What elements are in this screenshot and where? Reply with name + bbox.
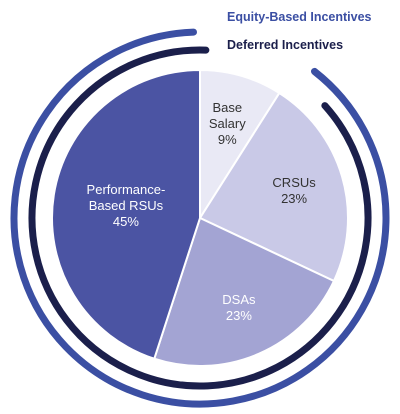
slice-label: Base Salary 9% <box>200 100 254 148</box>
slice-label: DSAs 23% <box>212 292 266 324</box>
ring-arc <box>10 28 390 408</box>
pie-slice <box>51 68 201 361</box>
category-label: Base Salary <box>208 99 246 131</box>
category-label: CRSUs <box>272 174 316 190</box>
pie-slice <box>198 91 349 283</box>
pie-slice <box>153 216 336 367</box>
category-label: DSAs <box>222 291 256 307</box>
ring-label: Deferred Incentives <box>227 38 344 52</box>
value-label: 45% <box>112 214 139 230</box>
category-label: Performance-Based RSUs <box>86 182 166 214</box>
value-label: 9% <box>217 131 237 147</box>
ring-label: Equity-Based Incentives <box>227 10 372 24</box>
value-label: 23% <box>281 190 308 206</box>
pie-slice <box>199 68 281 222</box>
slice-label: Performance-Based RSUs 45% <box>80 182 172 230</box>
ring-arc <box>28 46 372 390</box>
value-label: 23% <box>225 307 252 323</box>
slice-label: CRSUs 23% <box>267 175 321 207</box>
